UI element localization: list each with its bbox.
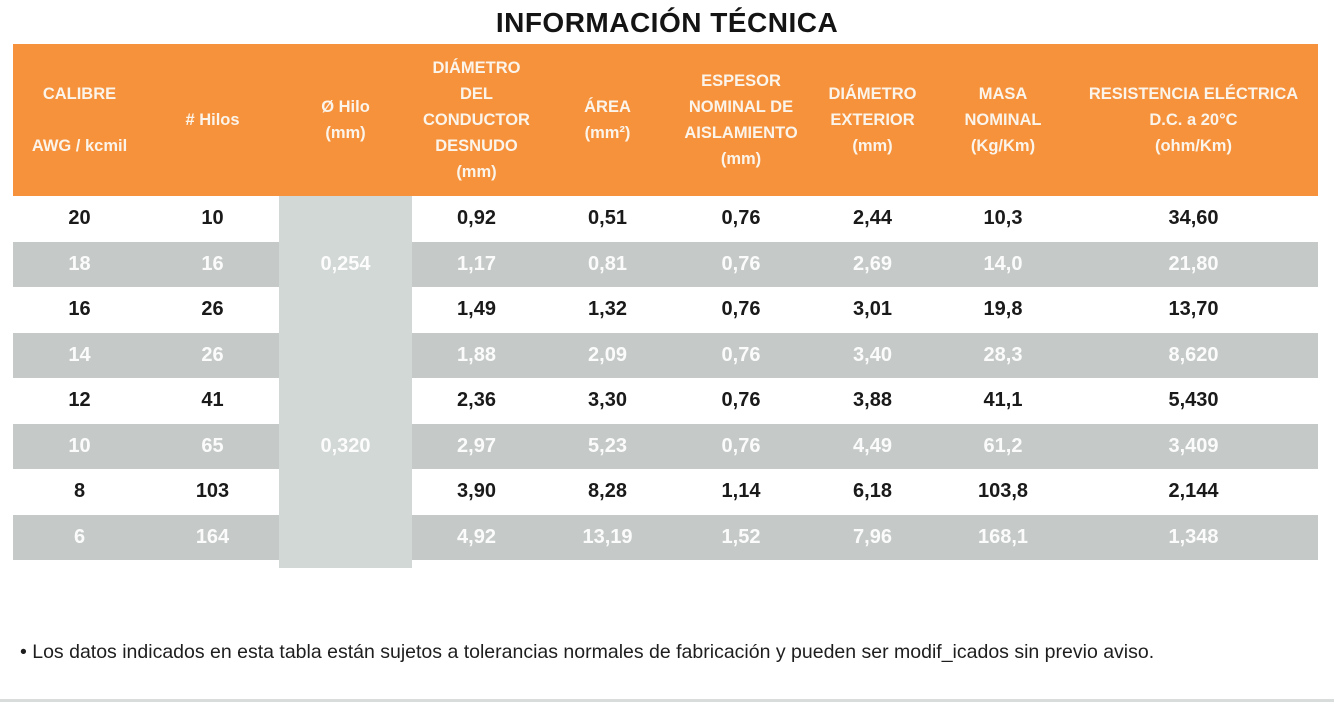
cell-diam-desnudo: 0,92 <box>457 207 496 230</box>
column-header-diam-desnudo: DIÁMETRO DEL CONDUCTOR DESNUDO (mm) <box>423 59 530 181</box>
footer-notes: • Los datos indicados en esta tabla está… <box>20 603 1320 702</box>
cell-diam-desnudo: 3,90 <box>457 480 496 503</box>
column-header-espesor: ESPESOR NOMINAL DE AISLAMIENTO (mm) <box>684 72 798 168</box>
cell-hilos: 41 <box>201 389 224 412</box>
cell-espesor: 1,52 <box>721 525 761 548</box>
column-header-calibre: CALIBRE AWG / kcmil <box>31 85 128 155</box>
table-header-row: CALIBRE AWG / kcmil # Hilos Ø Hilo (mm) … <box>13 44 1318 196</box>
cell-diam-desnudo: 1,49 <box>457 298 496 321</box>
table-row: 20 10 0,92 0,51 0,76 2,44 10,3 34,60 <box>13 196 1318 242</box>
cell-espesor: 0,76 <box>721 389 761 412</box>
cell-resistencia: 34,60 <box>1168 207 1219 230</box>
cell-resistencia: 3,409 <box>1168 434 1219 457</box>
cell-area: 0,51 <box>588 207 627 230</box>
cell-hilos: 26 <box>201 343 224 366</box>
cell-area: 13,19 <box>582 525 633 548</box>
technical-table: CALIBRE AWG / kcmil # Hilos Ø Hilo (mm) … <box>13 44 1318 568</box>
column-header-diam-exterior: DIÁMETRO EXTERIOR (mm) <box>828 85 917 155</box>
hilo-value-group-2: 0,320 <box>320 434 371 457</box>
cell-hilos: 65 <box>201 434 224 457</box>
cell-calibre: 16 <box>68 298 91 321</box>
cell-espesor: 0,76 <box>721 434 761 457</box>
cell-area: 8,28 <box>588 480 627 503</box>
cell-area: 0,81 <box>588 252 627 275</box>
cell-masa: 19,8 <box>983 298 1023 321</box>
cell-diam-desnudo: 2,36 <box>457 389 496 412</box>
cell-calibre: 6 <box>73 525 86 548</box>
cell-diam-exterior: 2,44 <box>853 207 892 230</box>
table-body: 20 10 0,92 0,51 0,76 2,44 10,3 34,60 18 16 1,17 0,8… <box>13 196 1318 560</box>
cell-masa: 28,3 <box>983 343 1023 366</box>
cell-diam-exterior: 4,49 <box>853 434 892 457</box>
cell-diam-desnudo: 2,97 <box>457 434 496 457</box>
cell-espesor: 0,76 <box>721 343 761 366</box>
column-header-area: ÁREA (mm²) <box>584 98 631 142</box>
table-row: 10 65 2,97 5,23 0,76 4,49 61,2 3,409 <box>13 423 1318 469</box>
cell-resistencia: 21,80 <box>1168 252 1219 275</box>
cell-resistencia: 5,430 <box>1168 389 1219 412</box>
cell-espesor: 1,14 <box>721 480 761 503</box>
cell-diam-exterior: 3,01 <box>853 298 892 321</box>
cell-resistencia: 13,70 <box>1168 298 1219 321</box>
cell-calibre: 8 <box>73 480 86 503</box>
cell-calibre: 18 <box>68 252 91 275</box>
column-header-masa: MASA NOMINAL (Kg/Km) <box>964 85 1042 155</box>
cell-calibre: 10 <box>68 434 91 457</box>
cell-espesor: 0,76 <box>721 298 761 321</box>
cell-espesor: 0,76 <box>721 207 761 230</box>
cell-area: 5,23 <box>588 434 627 457</box>
table-row: 8 103 3,90 8,28 1,14 6,18 103,8 2,144 <box>13 469 1318 515</box>
table-row: 18 16 1,17 0,81 0,76 2,69 14,0 21,80 <box>13 241 1318 287</box>
bottom-divider <box>0 699 1334 702</box>
cell-masa: 168,1 <box>977 525 1029 548</box>
cell-hilos: 103 <box>195 480 230 503</box>
page-title: INFORMACIÓN TÉCNICA <box>495 7 839 38</box>
cell-masa: 14,0 <box>983 252 1023 275</box>
column-header-resistencia: RESISTENCIA ELÉCTRICA D.C. a 20°C (ohm/K… <box>1088 85 1299 155</box>
cell-calibre: 14 <box>68 343 91 366</box>
cell-masa: 103,8 <box>977 480 1029 503</box>
cell-calibre: 12 <box>68 389 91 412</box>
cell-diam-exterior: 2,69 <box>853 252 892 275</box>
cell-calibre: 20 <box>68 207 91 230</box>
table-row: 6 164 4,92 13,19 1,52 7,96 168,1 1,348 <box>13 514 1318 560</box>
cell-hilos: 10 <box>201 207 224 230</box>
hilo-merged-band: 0,254 0,320 <box>279 196 412 568</box>
cell-diam-exterior: 7,96 <box>853 525 892 548</box>
cell-area: 1,32 <box>588 298 627 321</box>
cell-area: 2,09 <box>588 343 627 366</box>
cell-area: 3,30 <box>588 389 627 412</box>
table-row: 14 26 1,88 2,09 0,76 3,40 28,3 8,620 <box>13 332 1318 378</box>
column-header-hilo-diam: Ø Hilo (mm) <box>321 98 370 142</box>
cell-diam-exterior: 6,18 <box>853 480 892 503</box>
table-row: 16 26 1,49 1,32 0,76 3,01 19,8 13,70 <box>13 287 1318 333</box>
cell-diam-desnudo: 1,17 <box>457 252 496 275</box>
cell-diam-desnudo: 4,92 <box>457 525 496 548</box>
cell-hilos: 164 <box>195 525 230 548</box>
hilo-value-group-1: 0,254 <box>320 252 371 275</box>
column-header-hilos: # Hilos <box>185 111 240 129</box>
footer-note-1: • Los datos indicados en esta tabla está… <box>20 641 1155 663</box>
cell-espesor: 0,76 <box>721 252 761 275</box>
cell-diam-exterior: 3,88 <box>853 389 892 412</box>
cell-hilos: 16 <box>201 252 224 275</box>
cell-masa: 61,2 <box>983 434 1023 457</box>
cell-masa: 41,1 <box>983 389 1023 412</box>
cell-resistencia: 8,620 <box>1168 343 1219 366</box>
cell-resistencia: 1,348 <box>1168 525 1219 548</box>
cell-resistencia: 2,144 <box>1168 480 1219 503</box>
table-row: 12 41 2,36 3,30 0,76 3,88 41,1 5,430 <box>13 378 1318 424</box>
cell-diam-desnudo: 1,88 <box>457 343 496 366</box>
cell-hilos: 26 <box>201 298 224 321</box>
cell-diam-exterior: 3,40 <box>853 343 892 366</box>
cell-masa: 10,3 <box>983 207 1023 230</box>
